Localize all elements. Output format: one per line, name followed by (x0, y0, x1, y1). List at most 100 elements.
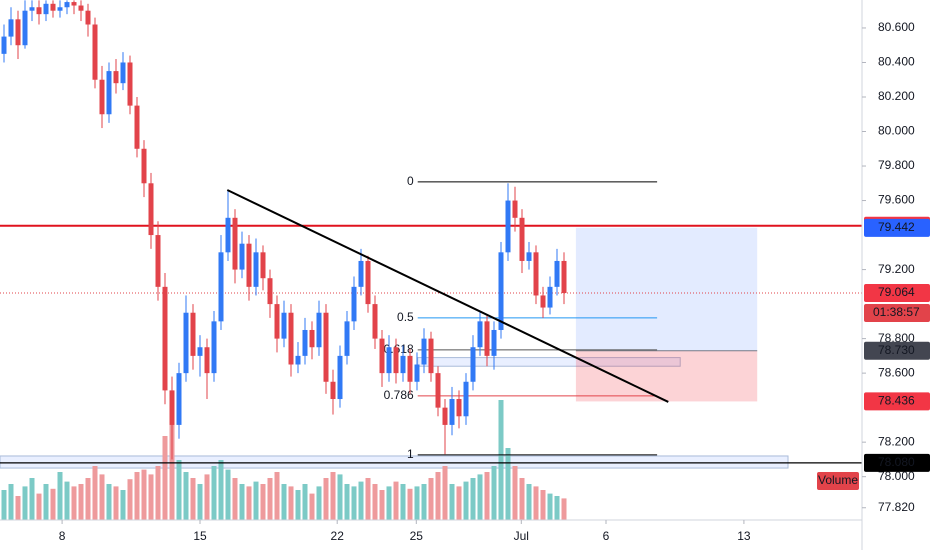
volume-bar (85, 478, 91, 520)
volume-bar (323, 478, 329, 520)
volume-bar (533, 486, 539, 520)
candle-body (540, 295, 546, 308)
candle-body (92, 24, 98, 80)
candle-body (211, 321, 217, 374)
volume-bar (428, 478, 434, 520)
candle-body (512, 200, 518, 218)
volume-bar (561, 498, 567, 520)
volume-label: Volume (818, 473, 858, 487)
fib-label: 0.5 (397, 310, 414, 324)
candle-body (120, 62, 126, 84)
candle-body (554, 260, 560, 287)
candle-body (386, 347, 392, 374)
zone (417, 357, 681, 367)
candle-body (330, 381, 336, 400)
volume-bar (372, 484, 378, 520)
candle-body (316, 312, 322, 348)
volume-bar (134, 472, 140, 520)
volume-bar (183, 472, 189, 520)
candle-body (260, 252, 266, 279)
volume-bar (15, 496, 21, 520)
candle-body (449, 399, 455, 425)
y-tick-label: 77.820 (878, 500, 915, 514)
volume-bar (477, 474, 483, 520)
y-tick-label: 80.000 (878, 124, 915, 138)
volume-bar (211, 466, 217, 520)
candle-body (267, 278, 273, 305)
candle-body (561, 260, 567, 294)
volume-bar (120, 490, 126, 520)
candle-body (57, 7, 63, 11)
volume-bar (50, 488, 56, 520)
candle-body (274, 304, 280, 339)
y-tick-label: 79.200 (878, 262, 915, 276)
volume-bar (22, 486, 28, 520)
volume-bar (169, 418, 175, 520)
candle-body (8, 19, 14, 37)
candle-body (456, 399, 462, 417)
candle-body (428, 338, 434, 374)
volume-bar (309, 493, 315, 520)
volume-bar (99, 474, 105, 520)
fib-label: 0.786 (384, 388, 414, 402)
price-badge-label: 78.080 (878, 455, 915, 469)
y-tick-label: 79.600 (878, 193, 915, 207)
candle-body (407, 355, 413, 382)
candle-body (400, 355, 406, 374)
volume-bar (253, 481, 259, 520)
candle-body (22, 10, 28, 46)
candle-body (498, 252, 504, 330)
candle-body (99, 79, 105, 115)
volume-bar (421, 484, 427, 520)
y-tick-label: 78.000 (878, 469, 915, 483)
candle-body (190, 312, 196, 356)
volume-bar (512, 466, 518, 520)
candle-body (113, 71, 119, 84)
candle-body (337, 355, 343, 400)
candle-body (36, 7, 42, 15)
candle-body (463, 381, 469, 417)
volume-bar (36, 493, 42, 520)
candle-body (78, 5, 84, 11)
fib-label: 1 (407, 447, 414, 461)
volume-bar (78, 484, 84, 520)
volume-bar (540, 490, 546, 520)
volume-bar (435, 472, 441, 520)
volume-bar (197, 484, 203, 520)
volume-bar (43, 484, 49, 520)
candle-body (218, 252, 224, 322)
candle-body (1, 36, 7, 54)
volume-bar (358, 481, 364, 520)
volume-bar (379, 490, 385, 520)
y-tick-label: 79.800 (878, 158, 915, 172)
candle-body (176, 373, 182, 425)
volume-bar (463, 481, 469, 520)
volume-bar (554, 496, 560, 520)
candle-body (246, 243, 252, 287)
volume-bar (92, 466, 98, 520)
x-tick-label: 8 (59, 529, 66, 543)
candle-body (302, 329, 308, 356)
y-tick-label: 80.600 (878, 20, 915, 34)
price-badge (864, 218, 930, 237)
candle-body (365, 260, 371, 305)
candle-body (505, 200, 511, 253)
candle-body (435, 373, 441, 408)
candle-body (169, 390, 175, 425)
volume-bar (407, 488, 413, 520)
volume-bar (57, 472, 63, 520)
candle-body (162, 286, 168, 391)
candle-body (295, 355, 301, 365)
volume-bar (8, 484, 14, 520)
candle-body (372, 304, 378, 339)
candle-body (491, 329, 497, 356)
volume-bar (225, 469, 231, 520)
x-tick-label: Jul (514, 529, 529, 543)
axes: 80.600 80.400 80.200 80.000 79.800 79.600 79.2… (59, 20, 930, 543)
volume-bar (484, 472, 490, 520)
candle-body (50, 3, 56, 11)
price-badge-label: 79.064 (878, 285, 915, 299)
volume-bar (29, 478, 35, 520)
volume-bar (295, 490, 301, 520)
